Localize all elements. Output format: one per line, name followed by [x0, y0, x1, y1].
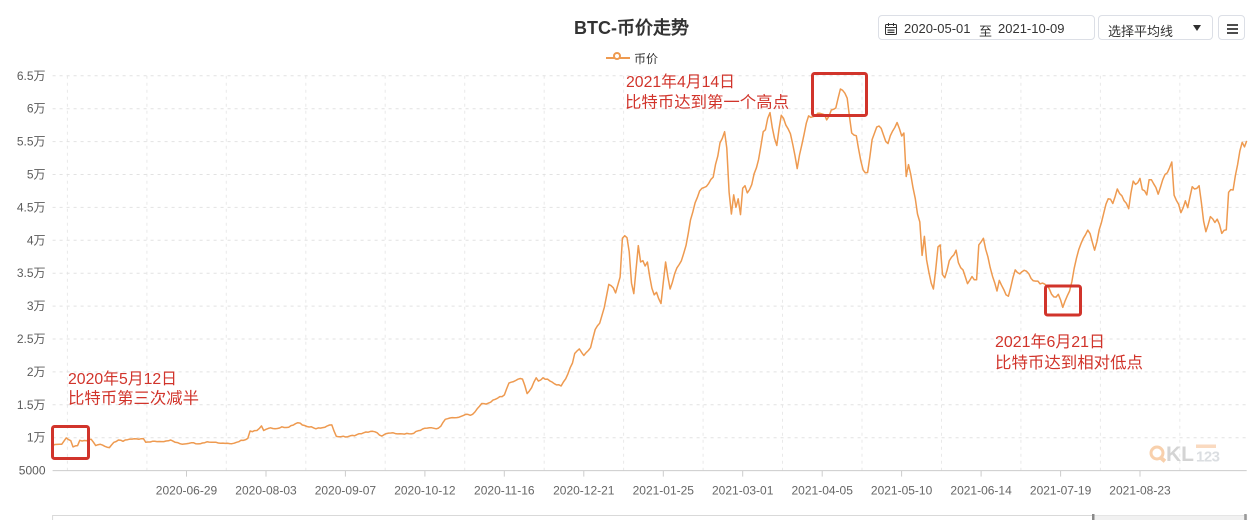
- svg-text:2.5万: 2.5万: [17, 332, 46, 346]
- svg-text:5.5万: 5.5万: [17, 135, 46, 149]
- svg-text:2021年4月14日: 2021年4月14日: [626, 73, 735, 91]
- svg-text:2020-12-21: 2020-12-21: [553, 484, 615, 498]
- svg-text:6.5万: 6.5万: [17, 69, 46, 83]
- svg-text:2021-04-05: 2021-04-05: [792, 484, 854, 498]
- svg-text:2021-03-01: 2021-03-01: [712, 484, 774, 498]
- svg-text:5万: 5万: [27, 168, 46, 182]
- svg-text:1.5万: 1.5万: [17, 398, 46, 412]
- svg-text:3.5万: 3.5万: [17, 266, 46, 280]
- svg-text:6万: 6万: [27, 102, 46, 116]
- svg-text:2021-07-19: 2021-07-19: [1030, 484, 1092, 498]
- svg-text:123: 123: [1196, 449, 1220, 466]
- svg-text:2020年5月12日: 2020年5月12日: [68, 370, 177, 388]
- svg-text:2021-06-14: 2021-06-14: [950, 484, 1012, 498]
- svg-text:3万: 3万: [27, 299, 46, 313]
- svg-text:2021年6月21日: 2021年6月21日: [995, 333, 1105, 351]
- svg-text:2020-06-29: 2020-06-29: [156, 484, 218, 498]
- svg-text:KL: KL: [1166, 443, 1194, 466]
- svg-text:1万: 1万: [27, 431, 46, 445]
- svg-text:2021-05-10: 2021-05-10: [871, 484, 933, 498]
- svg-text:2021-08-23: 2021-08-23: [1109, 484, 1171, 498]
- svg-text:2021-01-25: 2021-01-25: [633, 484, 695, 498]
- svg-text:2020-09-07: 2020-09-07: [315, 484, 377, 498]
- svg-text:2020-10-12: 2020-10-12: [394, 484, 456, 498]
- svg-text:5000: 5000: [19, 464, 46, 478]
- svg-text:2020-11-16: 2020-11-16: [474, 484, 535, 498]
- svg-text:4万: 4万: [27, 233, 46, 247]
- svg-text:比特币达到第一个高点: 比特币达到第一个高点: [625, 94, 789, 112]
- svg-text:4.5万: 4.5万: [17, 200, 46, 214]
- svg-text:2万: 2万: [27, 365, 46, 379]
- svg-text:比特币第三次减半: 比特币第三次减半: [68, 390, 199, 408]
- svg-text:2020-08-03: 2020-08-03: [235, 484, 297, 498]
- svg-text:比特币达到相对低点: 比特币达到相对低点: [995, 354, 1143, 372]
